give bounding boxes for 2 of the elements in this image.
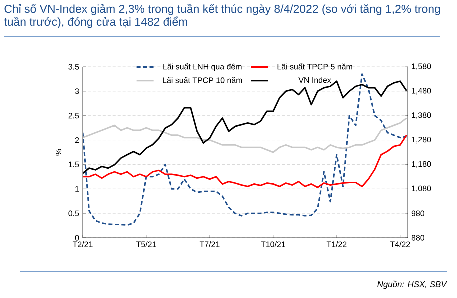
chart-title: Chỉ số VN-Index giảm 2,3% trong tuần kết thúc ngày 8/4/2022 (so với tăng 1,2% trong tuần trước), đóng cửa tại 1482 điểm bbox=[4, 4, 440, 28]
text: Nguồn: HSX, SBV bbox=[378, 280, 448, 290]
